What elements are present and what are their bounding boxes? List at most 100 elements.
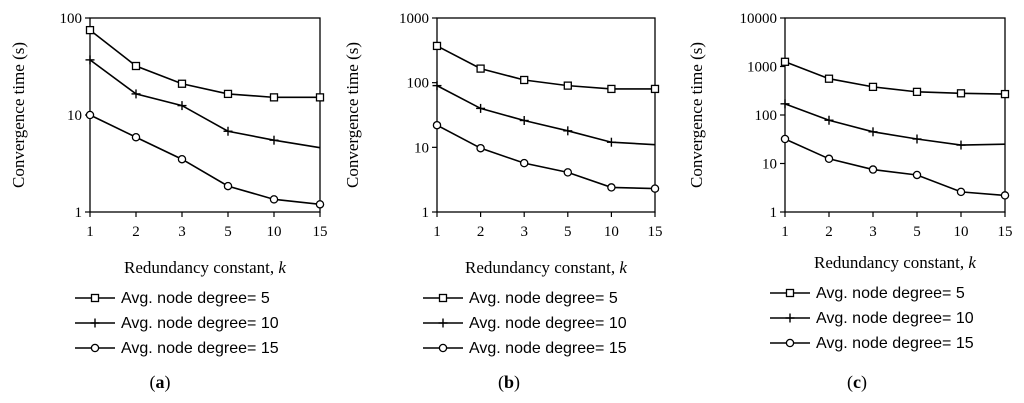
x-tick-label: 1 — [781, 224, 789, 240]
legend-marker — [90, 318, 100, 328]
series-line — [784, 103, 1006, 146]
legend-marker — [785, 338, 795, 348]
legend-entry: Avg. node degree= 5 — [770, 285, 965, 302]
data-point — [85, 110, 95, 120]
data-point — [476, 64, 485, 73]
y-axis-title: Convergence time (s) — [687, 42, 706, 188]
series-line — [784, 138, 1006, 197]
data-point — [607, 84, 616, 94]
series-1 — [780, 57, 1010, 99]
plot-area — [436, 17, 656, 213]
legend-marker — [438, 293, 448, 303]
panel-label: (b) — [498, 372, 520, 393]
data-point — [563, 81, 572, 90]
x-tick-label: 15 — [998, 224, 1013, 240]
data-point — [606, 137, 616, 147]
data-point — [780, 134, 790, 144]
x-axis-title: Redundancy constant, k — [465, 258, 627, 277]
data-point — [432, 81, 442, 91]
data-point — [1000, 191, 1010, 200]
legend-label: Avg. node degree= 15 — [816, 335, 974, 352]
data-point — [607, 183, 616, 192]
data-point — [520, 75, 529, 85]
data-point — [131, 89, 141, 99]
data-point — [650, 184, 660, 193]
x-tick-label: 1 — [433, 224, 441, 240]
panel-label: (c) — [847, 372, 867, 393]
data-point — [85, 55, 95, 65]
panel-label: (a) — [150, 372, 171, 393]
data-point — [177, 79, 187, 88]
x-tick-label: 15 — [648, 224, 663, 240]
y-tick-label: 100 — [407, 76, 430, 92]
data-point — [269, 135, 279, 145]
data-point — [912, 170, 922, 180]
chart-panel-c: 1 10 100 1000 10000 1 2 3 5 10 15 Convergence time … — [687, 11, 1013, 393]
y-tick-label: 1 — [75, 205, 83, 221]
legend-entry: Avg. node degree= 10 — [770, 310, 974, 327]
series-2 — [432, 81, 656, 147]
legend-entry: Avg. node degree= 15 — [75, 340, 279, 357]
y-axis-title: Convergence time (s) — [343, 42, 362, 188]
data-point — [432, 41, 442, 51]
data-point — [476, 103, 486, 113]
x-tick-label: 2 — [825, 224, 833, 240]
legend-marker — [90, 293, 100, 303]
x-tick-label: 10 — [954, 224, 969, 240]
legend-entry: Avg. node degree= 15 — [423, 340, 627, 357]
data-point — [868, 82, 878, 92]
data-point — [269, 93, 279, 102]
data-point — [563, 126, 573, 136]
series-1 — [85, 25, 325, 102]
data-point — [177, 154, 187, 164]
data-point — [476, 143, 485, 153]
series-3 — [432, 120, 660, 193]
series-2 — [85, 55, 321, 149]
series-3 — [85, 110, 325, 209]
y-tick-label: 1 — [770, 205, 778, 221]
data-point — [315, 200, 325, 209]
legend-marker — [438, 343, 448, 353]
series-line — [436, 124, 656, 190]
x-tick-label: 5 — [564, 224, 572, 240]
y-axis-title: Convergence time (s) — [9, 42, 28, 188]
series-line — [89, 29, 320, 99]
data-point — [223, 181, 233, 191]
x-tick-label: 2 — [477, 224, 485, 240]
data-point — [223, 89, 233, 99]
data-point — [131, 132, 141, 142]
y-tick-label: 10 — [67, 108, 82, 124]
data-point — [519, 115, 529, 125]
series-line — [436, 84, 656, 146]
data-point — [519, 158, 529, 168]
data-point — [131, 61, 141, 71]
series-1 — [432, 41, 660, 94]
data-point — [956, 140, 966, 150]
series-line — [784, 61, 1006, 95]
data-point — [315, 93, 325, 102]
data-point — [912, 134, 922, 144]
x-tick-label: 2 — [132, 224, 140, 240]
y-tick-label: 1000 — [747, 60, 777, 76]
data-point — [269, 195, 279, 204]
chart-panel-b: 1 10 100 1000 1 2 3 5 10 15 Convergence time (s) Re… — [343, 11, 663, 393]
data-point — [780, 99, 790, 109]
legend-entry: Avg. node degree= 5 — [423, 290, 618, 307]
data-point — [432, 120, 442, 130]
legend-entry: Avg. node degree= 5 — [75, 290, 270, 307]
data-point — [868, 165, 878, 174]
legend-label: Avg. node degree= 5 — [121, 290, 270, 307]
legend-label: Avg. node degree= 5 — [816, 285, 965, 302]
data-point — [177, 101, 187, 111]
legend-marker — [90, 343, 100, 353]
y-tick-label: 1 — [422, 205, 430, 221]
x-axis-title: Redundancy constant, k — [814, 253, 976, 272]
y-tick-label: 10 — [414, 140, 429, 156]
x-tick-label: 3 — [869, 224, 877, 240]
data-point — [85, 25, 95, 35]
legend-label: Avg. node degree= 15 — [469, 340, 627, 357]
legend-marker — [785, 288, 795, 298]
plot-area — [89, 17, 321, 213]
data-point — [824, 74, 834, 83]
